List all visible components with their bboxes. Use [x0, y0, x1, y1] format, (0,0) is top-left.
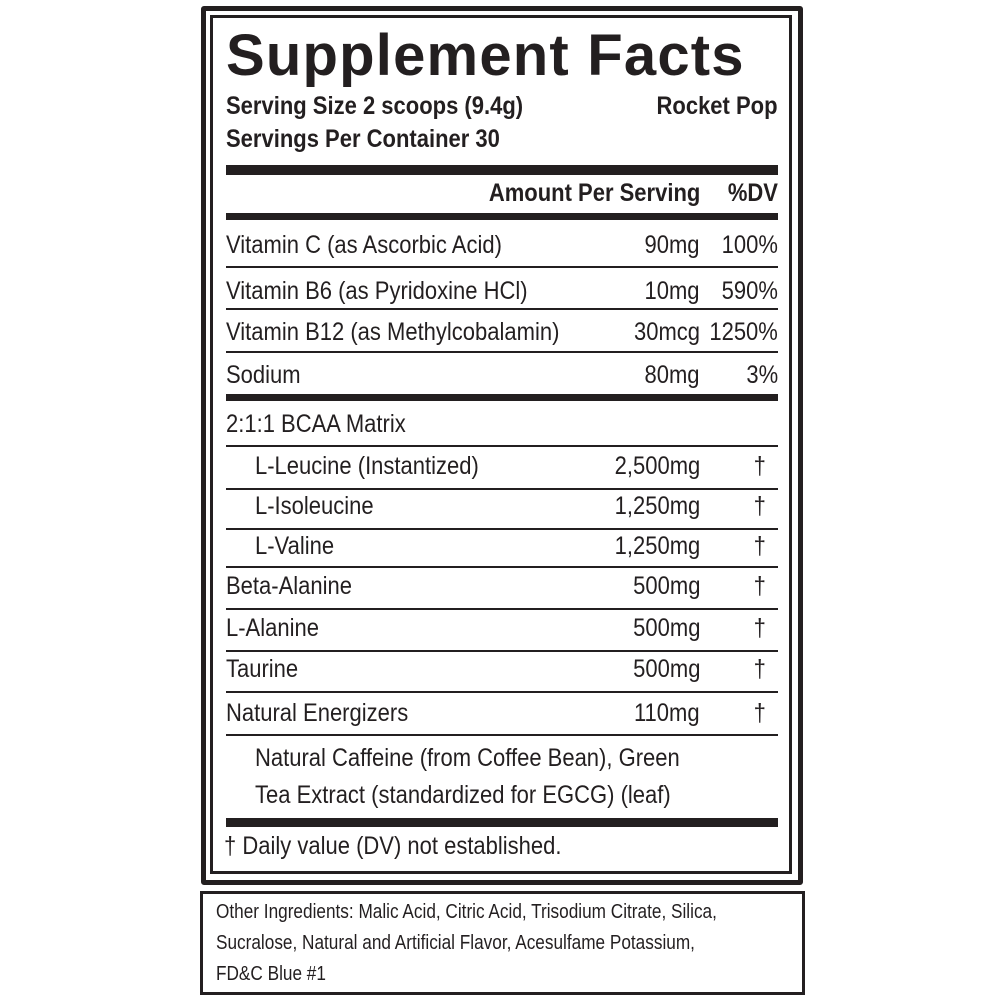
row-divider [226, 734, 778, 736]
other-ingredients-line: Other Ingredients: Malic Acid, Citric Ac… [216, 901, 717, 923]
nutrient-name: Vitamin B6 (as Pyridoxine HCl) [226, 277, 528, 305]
serving-size: Serving Size 2 scoops (9.4g) [226, 92, 524, 120]
ingredient-dv: † [753, 532, 766, 560]
medium-divider [226, 394, 778, 401]
ingredient-dv: † [753, 452, 766, 480]
nutrient-dv: 590% [721, 277, 778, 305]
amount-per-serving-header: Amount Per Serving [488, 179, 700, 207]
nutrient-name: Vitamin B12 (as Methylcobalamin) [226, 318, 560, 346]
ingredient-dv: † [753, 614, 766, 642]
row-divider [226, 691, 778, 693]
other-ingredients-line: Sucralose, Natural and Artificial Flavor… [216, 932, 695, 954]
ingredient-name: L-Leucine (Instantized) [255, 452, 479, 480]
row-divider [226, 650, 778, 652]
servings-per-container: Servings Per Container 30 [226, 125, 500, 153]
ingredient-amount: 1,250mg [614, 492, 700, 520]
ingredient-dv: † [753, 492, 766, 520]
ingredient-name: Beta-Alanine [226, 572, 352, 600]
ingredient-name: Taurine [226, 655, 299, 683]
ingredient-dv: † [753, 699, 766, 727]
ingredient-amount: 1,250mg [614, 532, 700, 560]
nutrient-dv: 100% [721, 231, 778, 259]
ingredient-amount: 500mg [632, 655, 700, 683]
row-divider [226, 445, 778, 447]
ingredient-name: L-Alanine [226, 614, 319, 642]
row-divider [226, 528, 778, 530]
nutrient-amount: 30mcg [633, 318, 700, 346]
flavor: Rocket Pop [656, 92, 778, 120]
supplement-facts-panel-outer-border [201, 6, 803, 885]
row-divider [226, 566, 778, 568]
nutrient-amount: 80mg [644, 361, 700, 389]
thick-divider [226, 818, 778, 827]
ingredient-amount: 500mg [632, 614, 700, 642]
row-divider [226, 608, 778, 610]
medium-divider [226, 213, 778, 220]
nutrient-name: Sodium [226, 361, 301, 389]
nutrient-amount: 10mg [644, 277, 700, 305]
row-divider [226, 266, 778, 268]
nutrient-name: Vitamin C (as Ascorbic Acid) [226, 231, 502, 259]
ingredient-dv: † [753, 655, 766, 683]
ingredient-name: Natural Energizers [226, 699, 409, 727]
ingredient-amount: 2,500mg [614, 452, 700, 480]
energizers-detail-line: Natural Caffeine (from Coffee Bean), Gre… [255, 744, 680, 772]
ingredient-name: L-Valine [255, 532, 335, 560]
row-divider [226, 308, 778, 310]
ingredient-amount: 110mg [634, 699, 700, 727]
row-divider [226, 351, 778, 353]
nutrient-dv: 1250% [709, 318, 778, 346]
other-ingredients-box [200, 891, 805, 995]
other-ingredients-line: FD&C Blue #1 [216, 963, 326, 985]
blend-title: 2:1:1 BCAA Matrix [226, 410, 406, 438]
ingredient-name: L-Isoleucine [255, 492, 374, 520]
thick-divider [226, 165, 778, 175]
nutrient-dv: 3% [746, 361, 778, 389]
energizers-detail-line: Tea Extract (standardized for EGCG) (lea… [255, 781, 671, 809]
nutrient-amount: 90mg [644, 231, 700, 259]
panel-title: Supplement Facts [226, 23, 745, 88]
row-divider [226, 488, 778, 490]
supplement-facts-panel [210, 15, 792, 874]
ingredient-amount: 500mg [632, 572, 700, 600]
footnote: † Daily value (DV) not established. [224, 832, 562, 860]
dv-header: %DV [727, 179, 778, 207]
ingredient-dv: † [753, 572, 766, 600]
